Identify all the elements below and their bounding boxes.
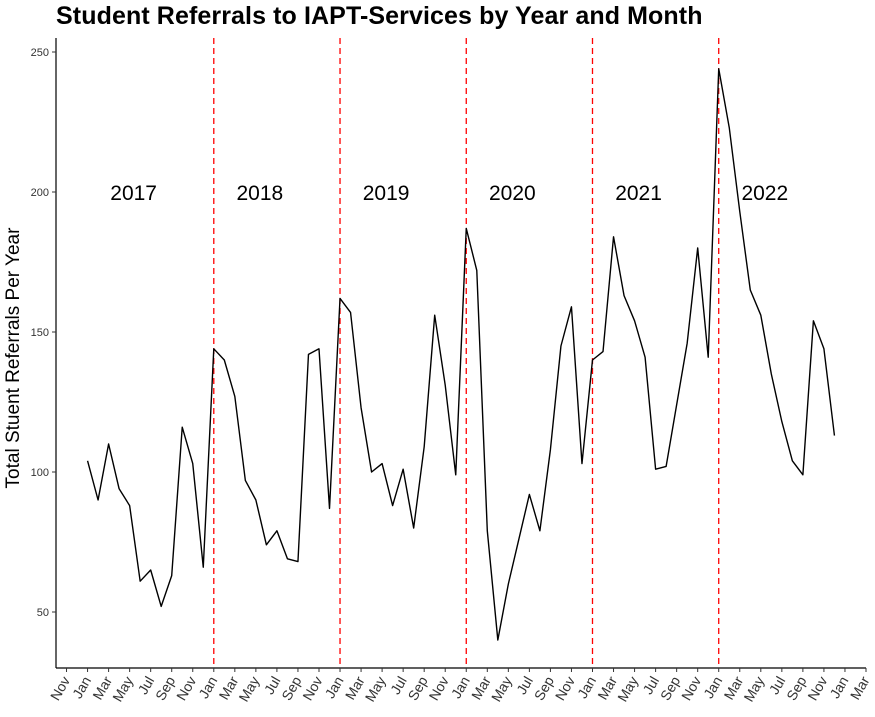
x-tick-label: Jan [574,674,599,702]
x-tick-label: Jan [69,674,94,702]
x-tick-label: Sep [531,673,557,703]
x-tick-label: May [740,674,767,705]
x-tick-label: Mar [847,673,873,702]
x-tick-label: Nov [426,674,452,704]
series-line [86,68,836,641]
year-annotation: 2017 [110,182,157,205]
x-tick-label: Sep [657,673,683,703]
axes: 50100150200250NovJanMarMayJulSepNovJanMa… [31,38,873,704]
x-tick-label: Jan [700,674,725,702]
y-tick-label: 50 [37,607,49,619]
x-tick-label: Jul [766,674,789,698]
x-tick-label: Jan [826,674,851,702]
x-tick-label: May [109,674,136,705]
y-tick-label: 150 [31,327,49,339]
x-tick-label: May [362,674,389,705]
series-layer [86,68,836,641]
x-tick-label: May [614,674,641,705]
x-tick-label: Jul [387,674,410,698]
x-tick-label: Jul [639,674,662,698]
x-tick-label: Nov [552,674,578,704]
y-tick-label: 200 [31,187,49,199]
x-tick-label: Sep [783,673,809,703]
year-annotation: 2018 [237,182,284,205]
year-annotation: 2020 [489,182,536,205]
x-tick-label: Nov [299,674,325,704]
year-annotation: 2021 [615,182,662,205]
x-tick-label: Jan [321,674,346,702]
x-tick-label: Nov [804,674,830,704]
year-annotations: 2017 2018 2019 2020 2021 2022 [110,182,788,205]
x-tick-label: Nov [678,674,704,704]
chart-title: Student Referrals to IAPT-Services by Ye… [56,2,703,30]
x-tick-label: Nov [47,674,73,704]
x-tick-label: Jul [134,674,157,698]
x-tick-label: Jan [195,674,220,702]
x-tick-label: May [488,674,515,705]
year-divider-lines [213,38,720,668]
y-axis-label: Total Stuent Referrals Per Year [3,227,24,489]
x-tick-label: Jul [261,674,284,698]
y-tick-label: 250 [31,47,49,59]
x-tick-label: Sep [152,673,178,703]
y-tick-label: 100 [31,467,49,479]
x-tick-label: Jul [513,674,536,698]
year-annotation: 2019 [363,182,410,205]
x-tick-label: Nov [173,674,199,704]
x-tick-label: May [235,674,262,705]
year-annotation: 2022 [741,182,788,205]
x-tick-label: Jan [448,674,473,702]
x-tick-label: Sep [278,673,304,703]
x-tick-label: Sep [404,673,430,703]
